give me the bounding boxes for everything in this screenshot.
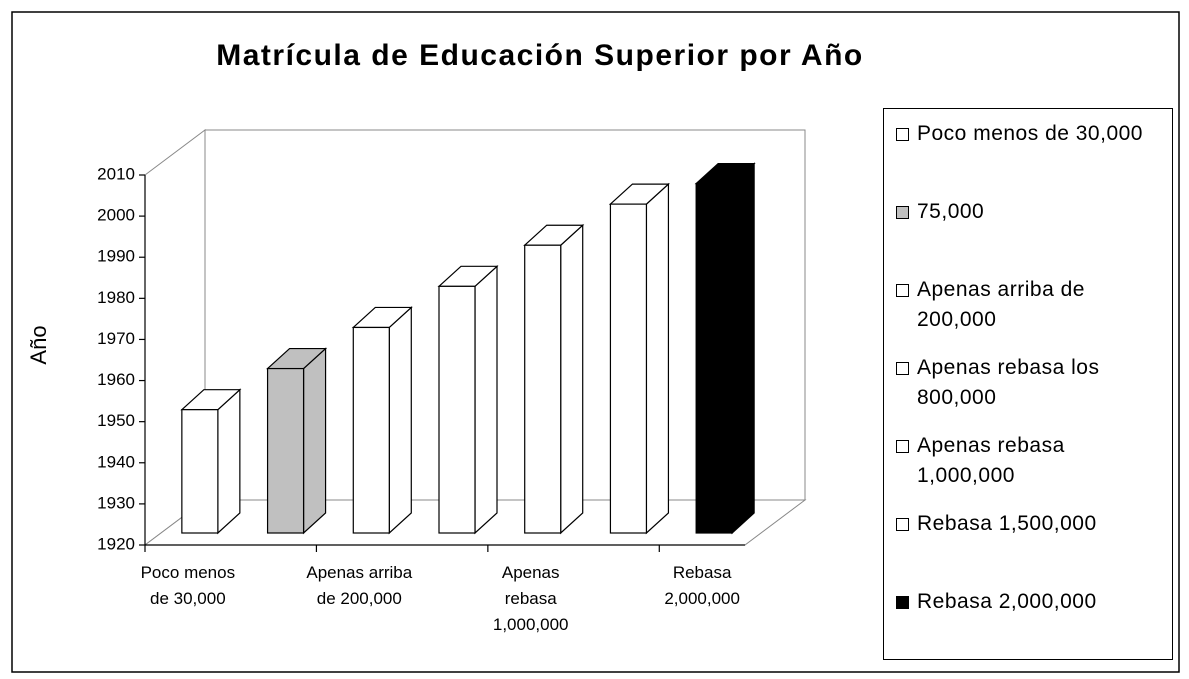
y-tick-label: 1960 [97, 370, 135, 389]
legend-item: Poco menos de 30,000 [892, 119, 1164, 197]
bar-front [266, 367, 305, 534]
bar [266, 347, 328, 535]
bar-side [645, 182, 670, 535]
legend-label: Apenas rebasa 1,000,000 [917, 434, 1065, 487]
legend-swatch [896, 518, 909, 531]
bar-front [438, 285, 476, 534]
legend-item: 75,000 [892, 197, 1164, 275]
x-tick-label: Apenas arriba de 200,000 [306, 563, 413, 608]
bar-side [302, 347, 327, 535]
y-tick-label: 1930 [97, 493, 135, 512]
legend-label: Rebasa 1,500,000 [917, 512, 1097, 535]
frame [11, 11, 1180, 673]
bar-side [388, 306, 412, 535]
bar [180, 388, 242, 535]
bar [694, 162, 756, 535]
bar-side [474, 264, 498, 535]
legend-item: Rebasa 1,500,000 [892, 509, 1164, 587]
legend-item: Apenas rebasa los 800,000 [892, 353, 1164, 431]
bar [608, 182, 670, 535]
legend-swatch [896, 128, 909, 141]
bar-side [217, 388, 241, 535]
legend-label: Apenas arriba de 200,000 [917, 278, 1085, 331]
y-tick-label: 1940 [97, 452, 135, 471]
y-tick-label: 1950 [97, 411, 135, 430]
bar-front [352, 326, 390, 534]
legend-label: Rebasa 2,000,000 [917, 590, 1097, 613]
chart-title: Matrícula de Educación Superior por Año [216, 39, 863, 72]
bar-front [695, 182, 733, 534]
y-tick-label: 2010 [97, 164, 135, 183]
legend-label: Poco menos de 30,000 [917, 122, 1143, 145]
legend-item: Rebasa 2,000,000 [892, 587, 1164, 665]
y-axis-label: Año [26, 325, 51, 364]
x-tick-label: Apenas rebasa 1,000,000 [492, 563, 569, 634]
y-tick-label: 1970 [97, 329, 135, 348]
legend-item: Apenas rebasa 1,000,000 [892, 431, 1164, 509]
legend-swatch [896, 596, 909, 609]
legend-swatch [896, 362, 909, 375]
bar-front [609, 203, 648, 534]
y-tick-label: 1990 [97, 247, 135, 266]
y-tick-label: 1980 [97, 288, 135, 307]
legend-swatch [896, 284, 909, 297]
legend: Poco menos de 30,000 75,000 Apenas arriba … [883, 108, 1173, 660]
legend-swatch [896, 206, 909, 219]
legend-item: Apenas arriba de 200,000 [892, 275, 1164, 353]
bar [437, 264, 499, 535]
bar-front [524, 244, 562, 534]
bar-front [181, 409, 219, 534]
bar [523, 223, 585, 535]
y-tick-label: 2000 [97, 206, 135, 225]
bar [351, 306, 413, 535]
bar-side [731, 162, 755, 535]
legend-label: Apenas rebasa los 800,000 [917, 356, 1100, 409]
bar-side [560, 223, 584, 535]
x-tick-label: Rebasa 2,000,000 [664, 563, 740, 608]
legend-label: 75,000 [917, 200, 985, 223]
legend-swatch [896, 440, 909, 453]
y-tick-label: 1920 [97, 534, 135, 553]
x-tick-label: Poco menos de 30,000 [140, 563, 236, 608]
